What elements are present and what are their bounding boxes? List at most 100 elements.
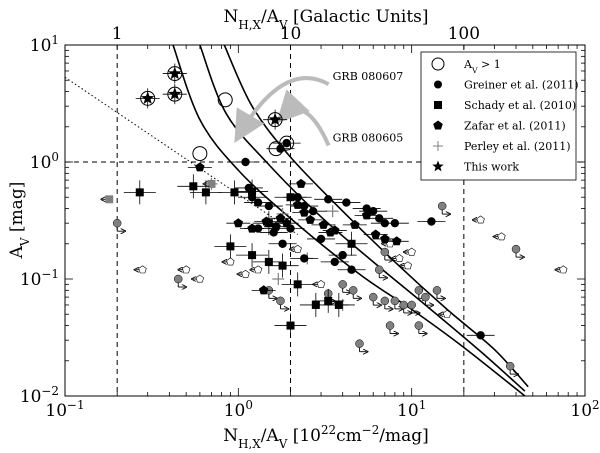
y-tick-label: 10−2 xyxy=(20,384,59,407)
marker-circle-limit xyxy=(368,292,378,302)
legend-label: This work xyxy=(464,161,519,174)
legend-label: Schady et al. (2010) xyxy=(464,99,576,112)
marker-pentagon xyxy=(296,178,306,188)
data-point xyxy=(380,218,409,228)
marker-square xyxy=(264,257,273,266)
marker-circle xyxy=(427,217,436,226)
data-point xyxy=(421,292,432,305)
marker-circle-limit xyxy=(414,321,424,330)
data-point xyxy=(392,254,404,262)
marker-circle xyxy=(476,331,485,340)
data-point xyxy=(223,257,235,266)
data-point xyxy=(368,292,380,305)
marker-square xyxy=(248,187,257,196)
data-point xyxy=(405,247,416,256)
data-point xyxy=(314,280,326,288)
data-point xyxy=(390,296,402,309)
marker-square-limit xyxy=(105,195,114,204)
data-point xyxy=(372,233,397,243)
marker-circle-limit xyxy=(421,292,430,302)
marker-square xyxy=(293,280,302,289)
data-point xyxy=(328,250,357,260)
data-point xyxy=(332,198,361,207)
marker-star xyxy=(268,112,282,126)
marker-pentagon xyxy=(271,221,281,231)
marker-open-circle xyxy=(268,141,284,157)
legend-label: AV > 1 xyxy=(463,58,501,75)
marker-open-limit xyxy=(195,274,205,283)
marker-circle xyxy=(308,206,318,216)
data-points xyxy=(102,63,568,375)
marker-square xyxy=(324,296,333,305)
marker-open-limit xyxy=(442,309,452,318)
marker-circle xyxy=(342,198,351,207)
data-point xyxy=(234,183,263,193)
data-point xyxy=(291,244,302,253)
marker-circle xyxy=(316,234,326,244)
marker-circle xyxy=(347,265,356,274)
y-tick-label: 100 xyxy=(30,150,59,173)
marker-circle xyxy=(293,193,302,202)
legend-entry: Schady et al. (2010) xyxy=(434,99,576,112)
data-point xyxy=(112,218,124,231)
data-point xyxy=(193,274,205,283)
legend-box xyxy=(420,51,577,181)
data-point xyxy=(307,234,336,244)
data-point xyxy=(285,199,310,209)
data-point xyxy=(399,300,411,313)
legend-marker xyxy=(434,80,442,89)
marker-pentagon xyxy=(233,218,244,228)
data-point xyxy=(440,309,452,318)
data-point xyxy=(298,214,323,224)
marker-circle-limit xyxy=(511,244,521,254)
marker-square xyxy=(311,300,320,309)
marker-circle-limit xyxy=(338,280,347,289)
marker-square xyxy=(135,188,144,197)
annotation-arrow xyxy=(276,89,331,147)
data-point xyxy=(363,229,388,239)
marker-pentagon xyxy=(261,216,272,226)
marker-circle xyxy=(324,195,333,204)
legend-entry: Zafar et al. (2011) xyxy=(433,120,566,133)
marker-circle xyxy=(338,250,347,260)
data-point xyxy=(136,265,147,274)
y-tick-label: 10−1 xyxy=(20,267,59,290)
data-point xyxy=(432,286,444,298)
data-point xyxy=(274,313,307,338)
data-point xyxy=(272,138,301,148)
data-point xyxy=(474,215,485,224)
data-point xyxy=(283,193,312,202)
x-tick-label: 10−1 xyxy=(45,398,84,421)
marker-pentagon xyxy=(247,223,257,233)
x-tick-label: 102 xyxy=(570,398,599,421)
legend-marker xyxy=(432,160,444,172)
marker-circle-limit xyxy=(437,201,447,211)
data-point xyxy=(437,201,449,214)
data-point xyxy=(276,296,287,309)
marker-square xyxy=(248,251,257,260)
data-point xyxy=(511,244,523,257)
y-tick-label: 101 xyxy=(30,33,59,56)
data-point xyxy=(263,109,288,130)
marker-circle-limit xyxy=(385,321,395,330)
marker-circle xyxy=(330,257,339,267)
data-point xyxy=(414,286,426,298)
marker-open-circle xyxy=(217,92,233,108)
data-point xyxy=(466,331,495,340)
legend-marker xyxy=(433,120,443,130)
marker-open-limit xyxy=(476,215,485,224)
marker-square xyxy=(278,261,287,270)
legend-entry: This work xyxy=(432,160,519,174)
data-point xyxy=(407,300,419,313)
data-point xyxy=(268,239,297,248)
data-point xyxy=(354,210,379,220)
data-point xyxy=(192,146,208,162)
data-point xyxy=(338,280,350,292)
top-axis-label: NH,X/AV [Galactic Units] xyxy=(223,7,428,32)
legend-label: Perley et al. (2011) xyxy=(464,140,571,153)
marker-pentagon xyxy=(281,218,292,228)
marker-pentagon xyxy=(392,236,402,246)
marker-circle-limit xyxy=(505,361,515,371)
data-point xyxy=(266,253,299,278)
marker-circle-limit xyxy=(380,247,390,257)
